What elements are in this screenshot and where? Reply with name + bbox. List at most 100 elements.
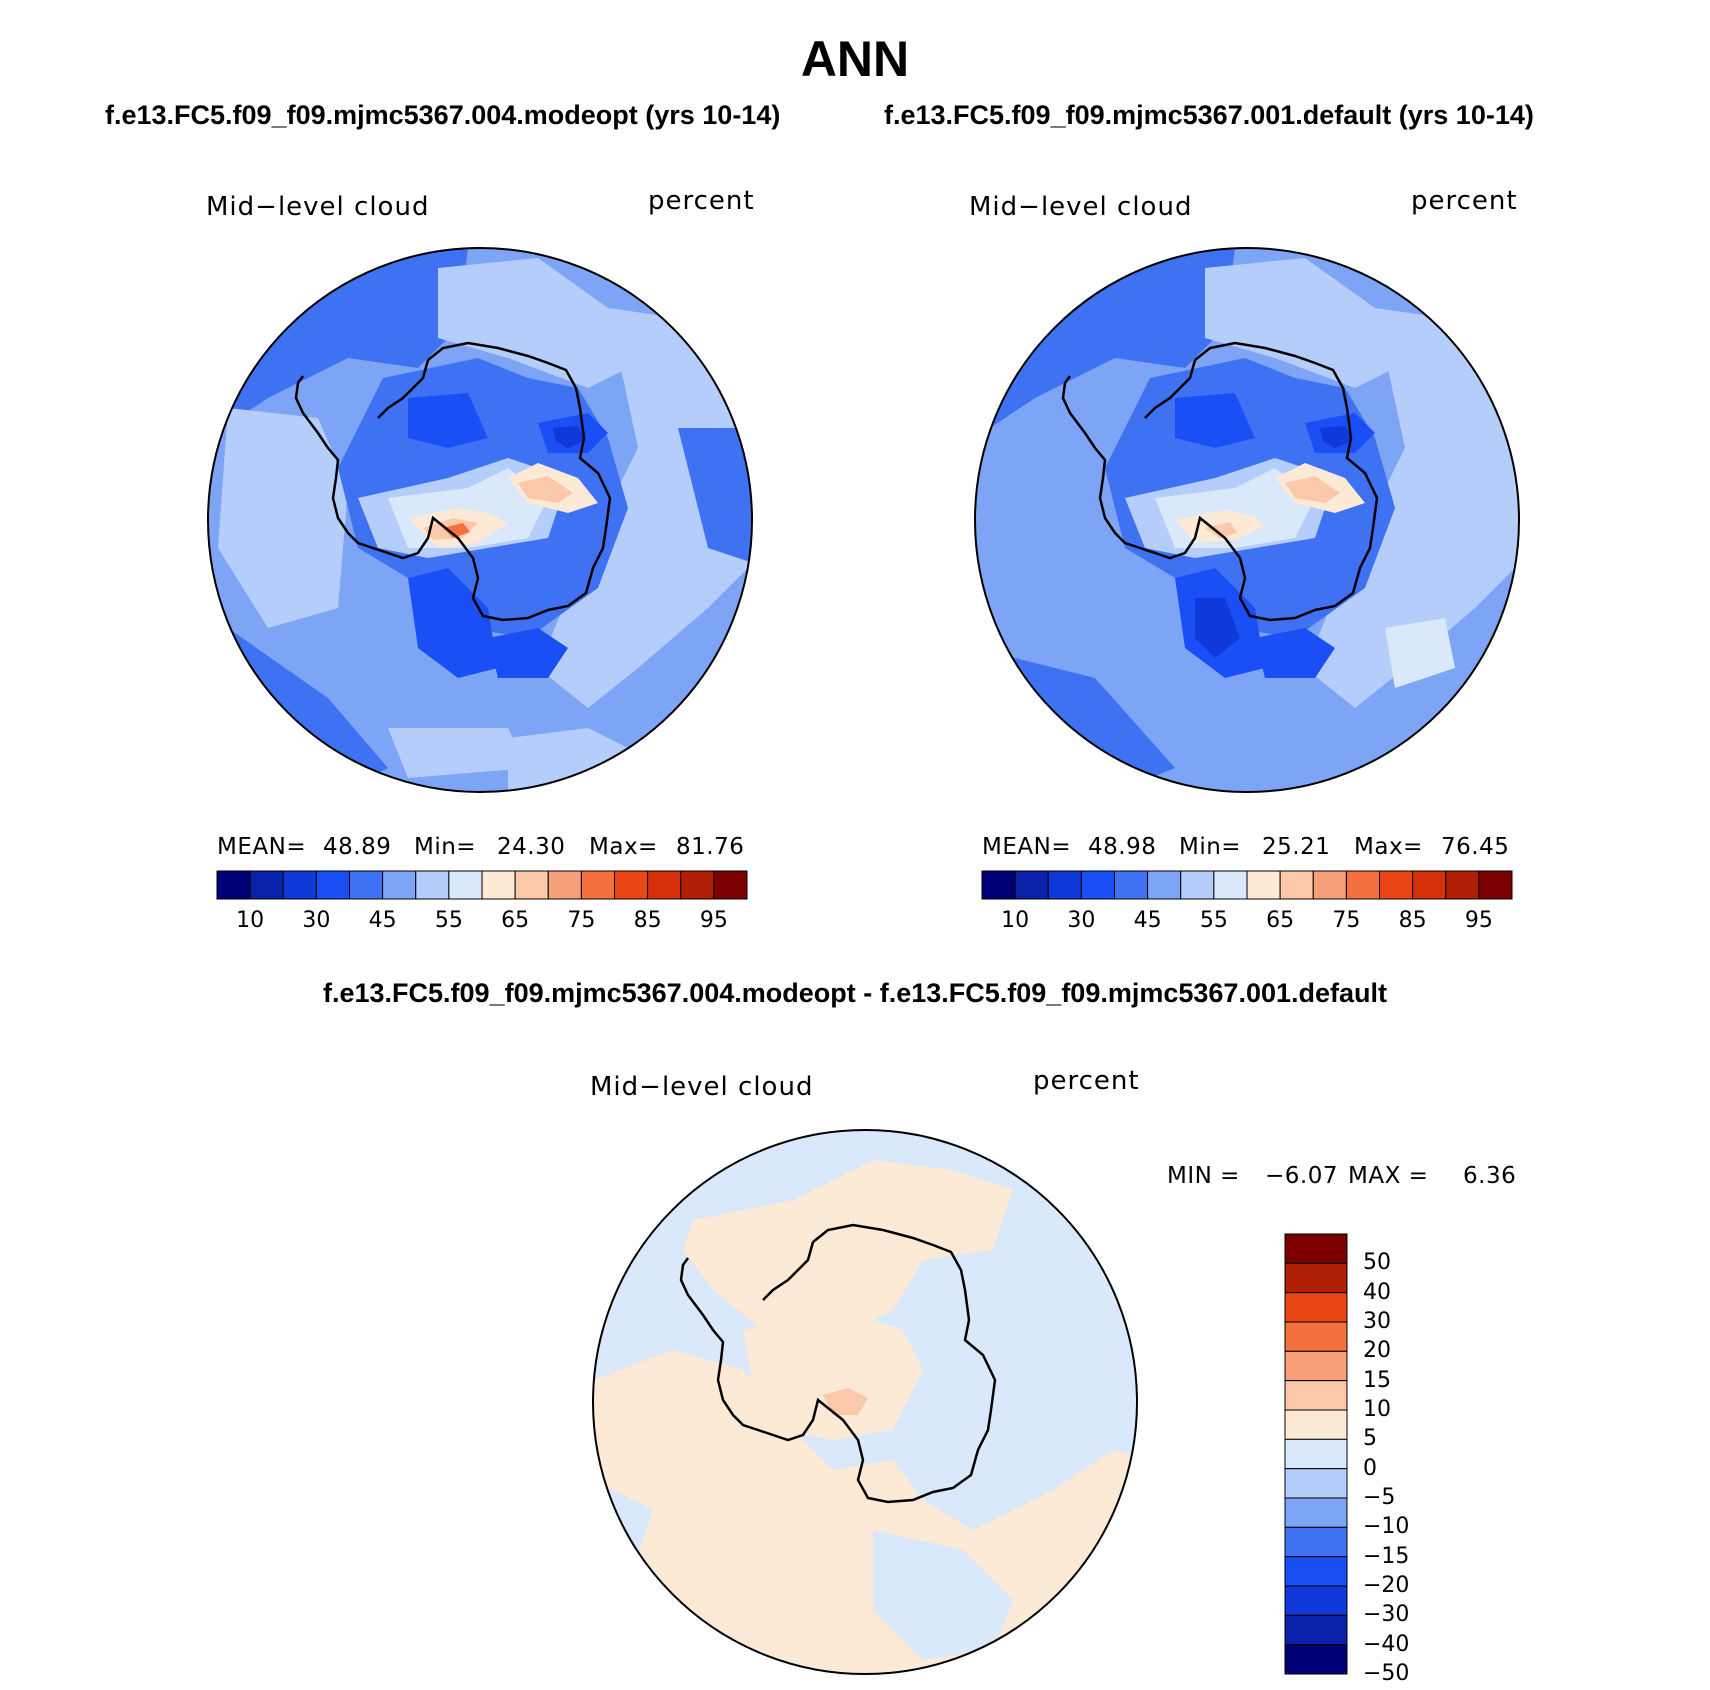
left-mean-label: MEAN= xyxy=(217,834,307,860)
colorbar-swatch xyxy=(1213,870,1248,900)
left-max-label: Max= xyxy=(589,834,658,860)
left-min-label: Min= xyxy=(414,834,477,860)
colorbar-tick-label: 95 xyxy=(699,908,728,933)
colorbar-tick-label: 75 xyxy=(1332,908,1361,933)
colorbar-tick-label: 45 xyxy=(1133,908,1162,933)
left-case-title: f.e13.FC5.f09_f09.mjmc5367.004.modeopt (… xyxy=(105,100,781,130)
diff-min-value: −6.07 xyxy=(1265,1163,1338,1189)
colorbar-swatch xyxy=(1284,1321,1348,1352)
colorbar-swatch xyxy=(382,870,417,900)
colorbar-tick-label: 55 xyxy=(1199,908,1228,933)
diff-units-label: percent xyxy=(1033,1066,1140,1096)
colorbar-swatch xyxy=(1284,1350,1348,1382)
colorbar-tick-label: 85 xyxy=(633,908,662,933)
colorbar-swatch xyxy=(1114,870,1149,900)
colorbar-swatch xyxy=(282,870,317,900)
colorbar-swatch xyxy=(1080,870,1115,900)
right-mean-value: 48.98 xyxy=(1088,834,1157,860)
difference-colorbar xyxy=(1284,1233,1348,1675)
colorbar-swatch xyxy=(249,870,284,900)
colorbar-swatch xyxy=(1412,870,1447,900)
right-mean-label: MEAN= xyxy=(982,834,1072,860)
left-polar-map xyxy=(207,247,753,793)
colorbar-swatch xyxy=(1284,1644,1348,1675)
colorbar-tick-label: 30 xyxy=(1067,908,1096,933)
colorbar-swatch xyxy=(580,870,615,900)
colorbar-tick-label: 30 xyxy=(1363,1309,1391,1334)
diff-max-value: 6.36 xyxy=(1463,1163,1517,1189)
colorbar-swatch xyxy=(1279,870,1314,900)
right-max-label: Max= xyxy=(1354,834,1423,860)
colorbar-tick-label: −15 xyxy=(1363,1543,1410,1569)
right-variable-label: Mid−level cloud xyxy=(969,192,1193,222)
colorbar-swatch xyxy=(647,870,682,900)
colorbar-swatch xyxy=(1284,1233,1348,1264)
right-case-title: f.e13.FC5.f09_f09.mjmc5367.001.default (… xyxy=(884,100,1534,130)
right-min-label: Min= xyxy=(1179,834,1242,860)
colorbar-swatch xyxy=(1284,1614,1348,1646)
colorbar-tick-label: 65 xyxy=(501,908,530,933)
colorbar-swatch xyxy=(315,870,350,900)
left-min-value: 24.30 xyxy=(497,834,566,860)
colorbar-tick-label: 20 xyxy=(1363,1338,1391,1364)
colorbar-swatch xyxy=(1284,1438,1348,1470)
colorbar-swatch xyxy=(1284,1409,1348,1440)
colorbar-swatch xyxy=(1284,1526,1348,1558)
colorbar-swatch xyxy=(448,870,483,900)
colorbar-swatch xyxy=(1284,1556,1348,1587)
colorbar-swatch xyxy=(1180,870,1215,900)
colorbar-swatch xyxy=(1445,870,1480,900)
colorbar-swatch xyxy=(713,870,748,900)
colorbar-swatch xyxy=(514,870,549,900)
colorbar-swatch xyxy=(1478,870,1513,900)
right-units-label: percent xyxy=(1411,186,1518,216)
colorbar-tick-label: −30 xyxy=(1363,1602,1410,1628)
colorbar-tick-label: 40 xyxy=(1363,1279,1391,1305)
colorbar-swatch xyxy=(1284,1292,1348,1323)
difference-title: f.e13.FC5.f09_f09.mjmc5367.004.modeopt -… xyxy=(322,978,1387,1008)
colorbar-swatch xyxy=(1284,1380,1348,1411)
colorbar-swatch xyxy=(547,870,582,900)
colorbar-tick-label: 45 xyxy=(368,908,397,933)
colorbar-tick-label: 65 xyxy=(1266,908,1295,933)
left-colorbar xyxy=(216,870,748,900)
colorbar-swatch xyxy=(981,870,1016,900)
colorbar-tick-label: 85 xyxy=(1398,908,1427,933)
colorbar-swatch xyxy=(1284,1262,1348,1294)
colorbar-swatch xyxy=(1246,870,1281,900)
colorbar-tick-label: 50 xyxy=(1363,1250,1391,1276)
colorbar-tick-label: 0 xyxy=(1363,1455,1377,1481)
left-units-label: percent xyxy=(648,186,755,216)
colorbar-swatch xyxy=(680,870,715,900)
colorbar-tick-label: 10 xyxy=(1001,908,1030,933)
colorbar-tick-label: −50 xyxy=(1363,1661,1410,1686)
colorbar-tick-label: −10 xyxy=(1363,1514,1410,1540)
left-max-value: 81.76 xyxy=(676,834,745,860)
colorbar-swatch xyxy=(481,870,516,900)
colorbar-tick-label: −5 xyxy=(1363,1485,1396,1510)
colorbar-tick-label: 55 xyxy=(434,908,463,933)
colorbar-tick-label: 15 xyxy=(1363,1367,1391,1393)
figure-title: ANN xyxy=(800,31,910,87)
difference-colorbar-ticks: 50 40 30 20 15 10 5 0 −5 −10 −15 −20 −30 −40 −50 xyxy=(1363,1234,1443,1686)
diff-max-label: MAX = xyxy=(1348,1163,1429,1189)
right-colorbar-ticks: 10 30 45 55 65 75 85 95 xyxy=(982,908,1512,938)
colorbar-swatch xyxy=(1379,870,1414,900)
colorbar-swatch xyxy=(1147,870,1182,900)
right-polar-map xyxy=(974,247,1520,793)
colorbar-tick-label: −40 xyxy=(1363,1631,1410,1657)
colorbar-tick-label: 10 xyxy=(1363,1397,1391,1422)
colorbar-swatch xyxy=(1284,1468,1348,1499)
colorbar-tick-label: −20 xyxy=(1363,1573,1410,1598)
colorbar-swatch xyxy=(349,870,384,900)
colorbar-tick-label: 5 xyxy=(1363,1426,1377,1452)
colorbar-swatch xyxy=(1345,870,1380,900)
colorbar-swatch xyxy=(415,870,450,900)
colorbar-swatch xyxy=(1284,1497,1348,1528)
colorbar-tick-label: 75 xyxy=(567,908,596,933)
colorbar-swatch xyxy=(216,870,251,900)
right-max-value: 76.45 xyxy=(1441,834,1510,860)
diff-min-label: MIN = xyxy=(1167,1163,1240,1189)
colorbar-tick-label: 10 xyxy=(236,908,265,933)
right-min-value: 25.21 xyxy=(1262,834,1331,860)
